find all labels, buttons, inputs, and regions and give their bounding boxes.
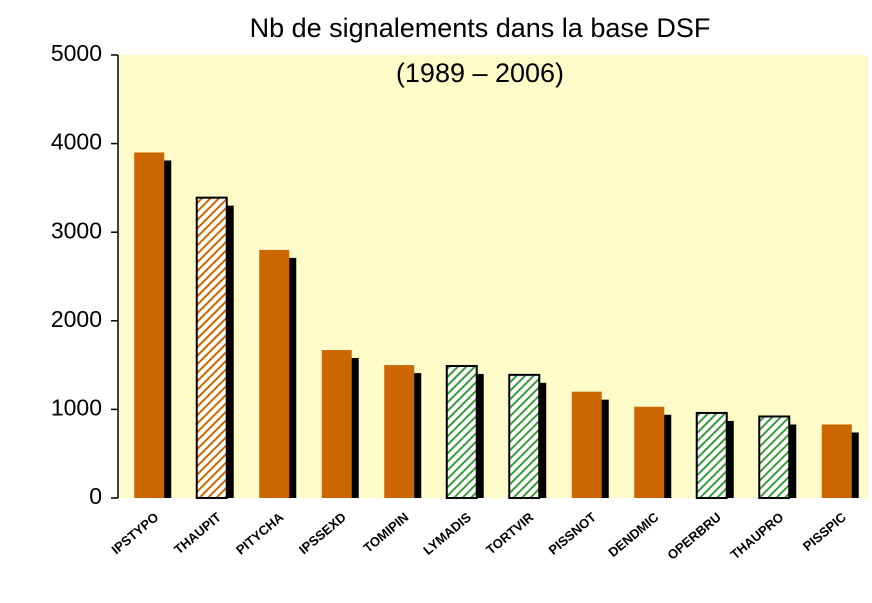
x-tick-label: THAUPRO — [728, 509, 787, 562]
x-tick-label: PISSNOT — [546, 509, 599, 557]
x-tick-label: THAUPIT — [171, 509, 224, 557]
x-tick-label: PISSPIC — [800, 509, 849, 554]
bar — [259, 249, 290, 498]
x-tick-label: PITYCHA — [233, 509, 287, 558]
x-tick-label: OPERBRU — [664, 509, 723, 562]
y-tick-label: 4000 — [51, 129, 102, 155]
chart-title: Nb de signalements dans la base DSF — [250, 13, 711, 43]
y-tick-label: 0 — [89, 483, 102, 509]
x-tick-label: TOMIPIN — [360, 509, 411, 555]
bar — [758, 415, 791, 500]
x-tick-label: TORTVIR — [483, 509, 537, 557]
y-tick-label: 5000 — [51, 40, 102, 66]
chart-subtitle: (1989 – 2006) — [396, 58, 564, 88]
bar — [634, 406, 665, 498]
y-tick-label: 2000 — [51, 306, 102, 332]
bar — [384, 365, 415, 498]
bar — [571, 391, 602, 498]
x-tick-label: IPSSEXD — [296, 509, 349, 557]
bar — [508, 373, 541, 500]
plot-background — [118, 55, 868, 498]
y-tick-label: 3000 — [51, 217, 102, 243]
bar — [695, 411, 728, 499]
x-tick-label: IPSTYPO — [109, 509, 162, 557]
bar — [134, 152, 165, 498]
y-tick-label: 1000 — [51, 394, 102, 420]
bar — [821, 424, 852, 498]
bar — [445, 364, 478, 499]
bar — [195, 196, 228, 499]
x-tick-label: DENDMIC — [605, 509, 662, 560]
bar — [321, 350, 352, 498]
x-tick-label: LYMADIS — [420, 509, 474, 558]
